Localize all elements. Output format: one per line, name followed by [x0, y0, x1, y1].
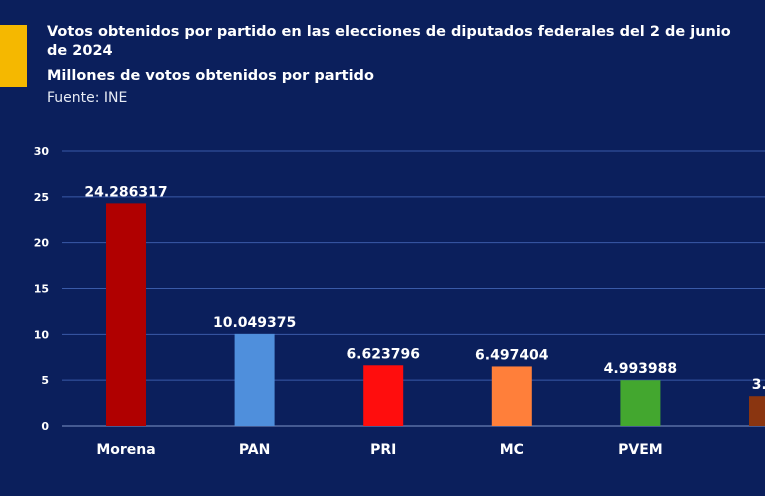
- bar: [491, 366, 532, 426]
- bar: [106, 203, 146, 426]
- category-label: P: [764, 442, 765, 458]
- data-label: 4.993988: [604, 361, 678, 377]
- bar: [234, 333, 275, 426]
- chart-source: Fuente: INE: [47, 90, 128, 106]
- y-tick-label: 0: [41, 420, 49, 433]
- y-tick-label: 5: [41, 374, 49, 387]
- data-label: 3.25: [752, 377, 765, 393]
- data-label: 10.049375: [213, 315, 296, 331]
- chart-subtitle: Millones de votos obtenidos por partido: [47, 68, 374, 84]
- category-label: MC: [500, 442, 524, 458]
- category-label: PAN: [239, 442, 271, 458]
- data-label: 24.286317: [84, 184, 167, 200]
- chart-title: Votos obtenidos por partido en las elecc…: [47, 24, 731, 59]
- y-tick-label: 20: [34, 237, 50, 250]
- accent-bar: [0, 25, 27, 87]
- y-tick-label: 15: [34, 283, 49, 296]
- category-label: Morena: [96, 442, 155, 458]
- data-label: 6.623796: [346, 346, 420, 362]
- bar: [620, 380, 661, 426]
- data-label: 6.497404: [475, 347, 549, 363]
- category-label: PRI: [370, 442, 396, 458]
- y-tick-label: 30: [34, 145, 50, 158]
- bar: [749, 396, 765, 426]
- category-label: PVEM: [618, 442, 663, 458]
- y-tick-label: 10: [34, 328, 50, 341]
- bar: [363, 365, 404, 426]
- y-tick-label: 25: [34, 191, 49, 204]
